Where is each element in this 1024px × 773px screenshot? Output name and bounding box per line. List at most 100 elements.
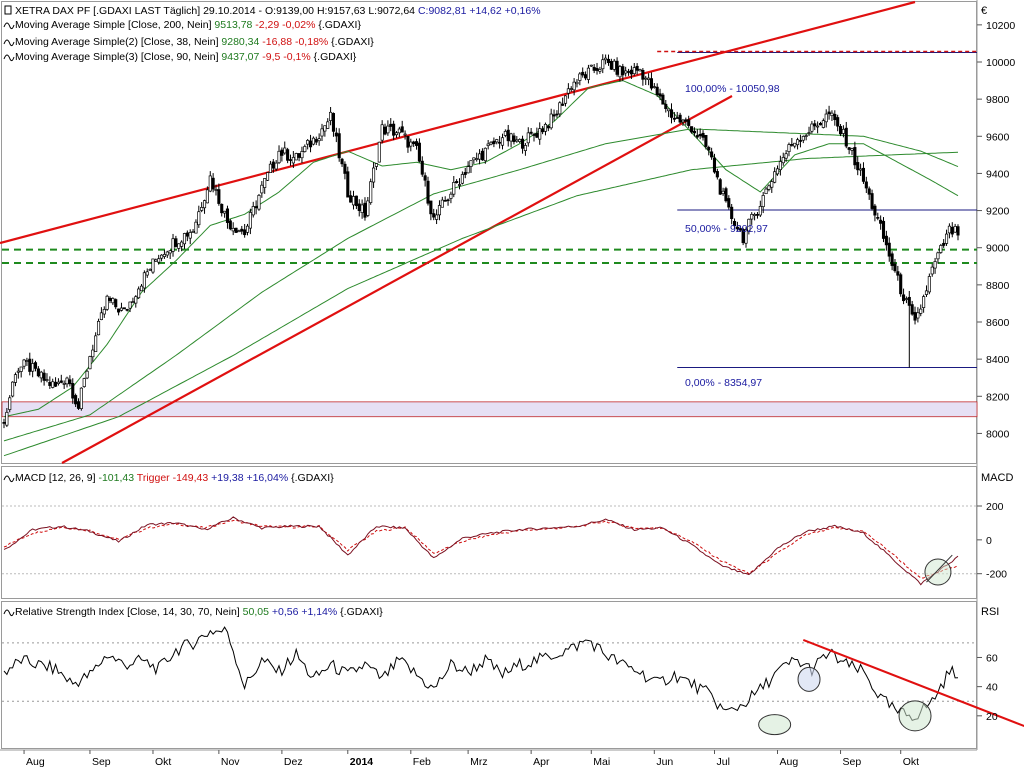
candle — [541, 126, 545, 135]
candle — [824, 109, 828, 128]
candle-body — [114, 299, 118, 308]
candle-body — [177, 243, 181, 249]
macd-cross-arrow — [926, 554, 953, 583]
candle — [11, 381, 15, 398]
candle-body — [346, 171, 350, 198]
candle — [836, 114, 840, 132]
candle-body — [469, 160, 473, 167]
candle-body — [323, 125, 327, 132]
candle — [157, 254, 161, 265]
candle-body — [767, 185, 771, 190]
candle — [629, 65, 633, 79]
fib-label-100: 100,00% - 10050,98 — [685, 83, 780, 95]
candle-body — [569, 88, 573, 90]
rsi-tick-label: 60 — [986, 652, 998, 664]
candle-body — [793, 142, 797, 147]
macd-tick-label: 200 — [986, 501, 1004, 513]
legend-line-4-lead: Moving Average Simple(3) [Close, 90, Nei… — [15, 51, 221, 63]
candle — [174, 235, 178, 248]
x-tick-label: Sep — [843, 756, 862, 768]
x-tick-label: Okt — [903, 756, 919, 768]
candle — [876, 212, 880, 221]
candle — [850, 147, 854, 156]
candle-body — [538, 128, 542, 140]
candle-body — [755, 214, 760, 216]
candle-body — [796, 139, 800, 146]
candle-body — [240, 228, 244, 232]
candle-body — [2, 422, 6, 424]
price-tick-label: 8200 — [986, 391, 1010, 403]
candle — [578, 72, 582, 86]
moving-average-line-1 — [3, 151, 959, 457]
candle-body — [859, 168, 863, 171]
candle-body — [744, 229, 748, 244]
candle — [735, 221, 739, 232]
candle — [220, 203, 224, 217]
rsi-circle-low-1 — [758, 714, 792, 736]
candle-body — [134, 296, 138, 304]
candle-body — [672, 117, 676, 120]
candle-body — [658, 93, 662, 97]
candle-body — [13, 374, 18, 383]
candle-body — [48, 381, 52, 386]
price-tick-label: 9200 — [986, 206, 1010, 218]
candle-body — [483, 147, 487, 162]
candle — [873, 203, 877, 222]
candle-body — [899, 274, 903, 295]
candle-body — [280, 149, 284, 156]
candle-body — [420, 160, 424, 175]
candle-body — [412, 141, 416, 145]
legend-icon-2 — [3, 22, 15, 30]
candle-body — [558, 102, 562, 115]
candle — [128, 301, 132, 313]
candle-body — [512, 135, 516, 143]
x-tick-label: Okt — [155, 756, 171, 768]
candle — [626, 68, 631, 76]
candle — [821, 118, 825, 129]
candle — [896, 265, 900, 281]
candle-body — [16, 370, 20, 373]
candle-body — [592, 66, 596, 71]
candle — [171, 233, 175, 257]
candle-body — [635, 65, 639, 71]
candle-body — [360, 204, 364, 213]
candle — [526, 127, 530, 147]
candle — [452, 176, 456, 198]
candle — [827, 105, 831, 120]
candle — [254, 200, 258, 215]
candle — [369, 178, 373, 205]
candle — [904, 296, 908, 304]
legend-line-4-tail: {.GDAXI} — [314, 51, 357, 63]
rsi-axis-label: RSI — [981, 606, 999, 618]
candle-body — [942, 242, 946, 246]
candle-body — [85, 370, 89, 379]
candle — [847, 146, 851, 155]
candle — [609, 58, 613, 70]
candle-body — [248, 212, 252, 229]
candle — [117, 308, 121, 316]
candle-body — [721, 190, 725, 195]
candle — [549, 108, 553, 130]
candle — [331, 112, 336, 137]
candle-body — [612, 60, 616, 70]
candle — [139, 284, 144, 292]
candle — [755, 212, 760, 219]
x-tick-label: Dez — [284, 756, 303, 768]
candle — [939, 243, 943, 254]
candle — [830, 110, 834, 121]
candle-body — [91, 349, 95, 358]
rsi-line — [3, 626, 959, 722]
candle-body — [440, 199, 444, 208]
candle — [778, 155, 782, 176]
candle-body — [56, 381, 60, 384]
fib-label-50: 50,00% - 9202,97 — [685, 223, 768, 235]
candle — [535, 127, 539, 139]
candle-body — [647, 77, 651, 80]
candle — [933, 257, 937, 274]
candle-body — [154, 259, 158, 262]
candle — [317, 133, 321, 146]
candle-body — [145, 271, 149, 276]
legend-price: XETRA DAX PF [.GDAXI LAST Täglich] 29.10… — [3, 5, 541, 63]
candle — [604, 54, 608, 65]
candle — [472, 157, 476, 164]
